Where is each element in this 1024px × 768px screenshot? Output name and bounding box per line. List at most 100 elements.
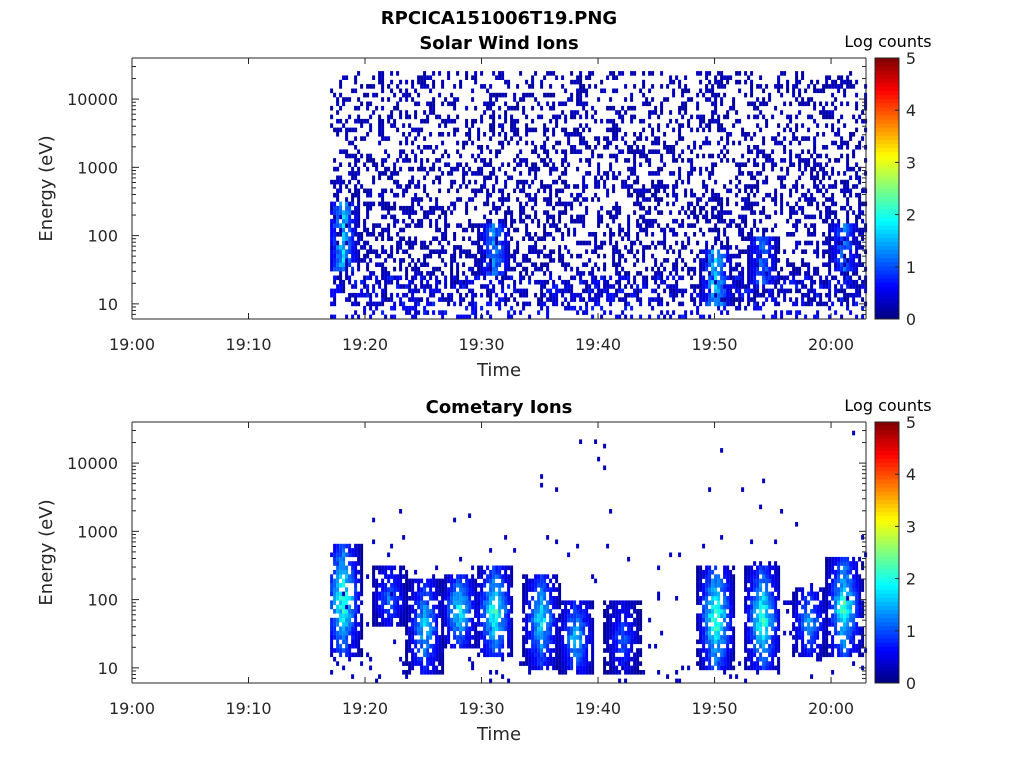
heat-cell <box>708 118 712 124</box>
heat-cell <box>381 227 385 233</box>
heat-cell <box>822 84 826 89</box>
heat-cell <box>726 188 730 194</box>
heat-cell <box>720 292 724 298</box>
heat-cell <box>486 591 490 597</box>
heat-cell <box>438 166 442 172</box>
heat-cell <box>807 162 811 167</box>
heat-cell <box>819 292 823 298</box>
heat-cell <box>366 652 370 658</box>
heat-cell <box>588 84 592 89</box>
heat-cell <box>681 314 685 320</box>
heat-cell <box>504 184 508 189</box>
heat-cell <box>435 639 439 645</box>
heat-cell <box>849 245 853 250</box>
heat-cell <box>720 201 724 207</box>
heat-cell <box>738 79 742 85</box>
heat-cell <box>351 643 355 649</box>
heat-cell <box>330 262 334 267</box>
heat-cell <box>405 617 409 623</box>
heat-cell <box>642 79 646 85</box>
heat-cell <box>513 249 517 254</box>
heat-cell <box>735 175 739 181</box>
heat-cell <box>513 92 517 98</box>
heat-cell <box>531 92 535 98</box>
heat-cell <box>834 310 838 315</box>
heat-cell <box>705 75 709 80</box>
heat-cell <box>432 648 436 653</box>
heat-cell <box>525 266 529 272</box>
heat-cell <box>726 223 730 228</box>
heat-cell <box>363 136 367 141</box>
heat-cell <box>540 179 544 185</box>
heat-cell <box>786 310 790 315</box>
colorbar-segment <box>875 298 899 304</box>
heat-cell <box>405 670 409 675</box>
heat-cell <box>459 617 463 623</box>
heat-cell <box>705 218 709 224</box>
heat-cell <box>495 271 499 276</box>
heat-cell <box>441 600 445 605</box>
heat-cell <box>477 236 481 241</box>
heat-cell <box>759 262 763 267</box>
heat-cell <box>540 158 544 163</box>
heat-cell <box>654 275 658 281</box>
heat-cell <box>387 271 391 276</box>
heat-cell <box>381 249 385 254</box>
heat-cell <box>774 253 778 259</box>
heat-cell <box>834 266 838 272</box>
heat-cell <box>417 201 421 207</box>
heat-cell <box>675 192 679 198</box>
heat-cell <box>450 201 454 207</box>
heat-cell <box>381 617 385 623</box>
heat-cell <box>576 184 580 189</box>
heat-cell <box>456 275 460 281</box>
heat-cell <box>843 262 847 267</box>
heat-cell <box>747 258 751 263</box>
heat-cell <box>477 245 481 250</box>
heat-cell <box>576 166 580 172</box>
heat-cell <box>597 279 601 285</box>
heat-cell <box>429 132 433 137</box>
heat-cell <box>693 223 697 228</box>
heat-cell <box>561 75 565 80</box>
heat-cell <box>621 288 625 294</box>
heat-cell <box>669 171 673 176</box>
heat-cell <box>381 127 385 133</box>
heat-cell <box>519 171 523 176</box>
heat-cell <box>777 240 781 246</box>
heat-cell <box>432 604 436 610</box>
heat-cell <box>666 249 670 254</box>
heat-cell <box>396 84 400 89</box>
heat-cell <box>447 297 451 302</box>
heat-cell <box>786 262 790 267</box>
heat-cell <box>648 297 652 302</box>
heat-cell <box>429 145 433 150</box>
heat-cell <box>801 262 805 267</box>
heat-cell <box>735 279 739 285</box>
heat-cell <box>465 171 469 176</box>
heat-cell <box>822 218 826 224</box>
heat-cell <box>753 249 757 254</box>
heat-cell <box>399 266 403 272</box>
heat-cell <box>798 162 802 167</box>
heat-cell <box>339 162 343 167</box>
heat-cell <box>351 218 355 224</box>
heat-cell <box>771 136 775 141</box>
heat-cell <box>663 188 667 194</box>
heat-cell <box>825 279 829 285</box>
heat-cell <box>420 223 424 228</box>
heat-cell <box>855 262 859 267</box>
heat-cell <box>759 84 763 89</box>
heat-cell <box>330 622 334 627</box>
heat-cell <box>429 197 433 202</box>
heat-cell <box>825 301 829 307</box>
heat-cell <box>453 249 457 254</box>
heat-cell <box>657 188 661 194</box>
heat-cell <box>597 266 601 272</box>
heat-cell <box>354 258 358 263</box>
heat-cell <box>822 171 826 176</box>
heat-cell <box>531 149 535 154</box>
colorbar-segment <box>875 135 899 140</box>
heat-cell <box>501 240 505 246</box>
heat-cell <box>774 105 778 111</box>
